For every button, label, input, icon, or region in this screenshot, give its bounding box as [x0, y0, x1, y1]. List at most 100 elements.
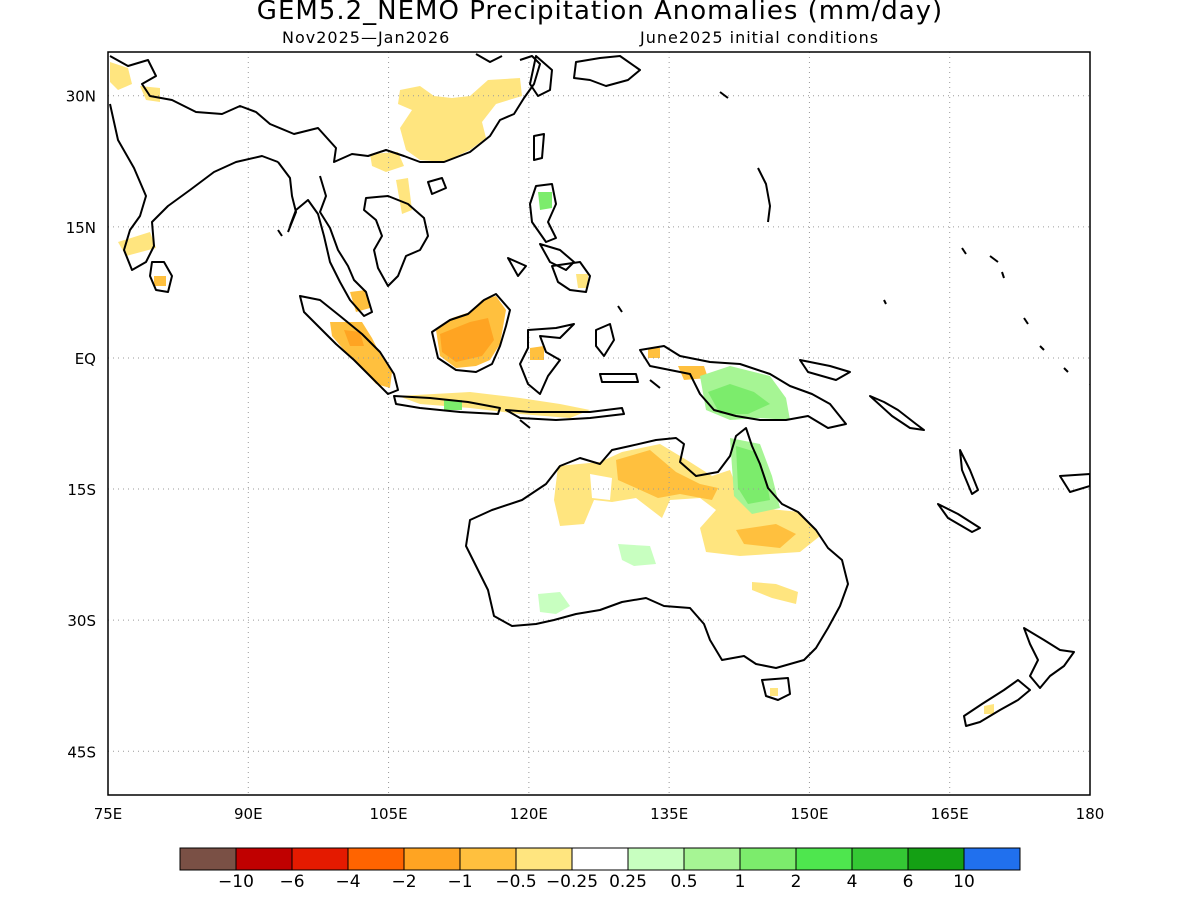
- coastline-pacific-islets: [277, 91, 1090, 429]
- map-gridlines: [108, 52, 1090, 795]
- coastline-lesser-sunda: [505, 407, 625, 421]
- coastline-mindanao: [551, 261, 591, 293]
- coastline-australia: [465, 427, 849, 669]
- colorbar-swatch: [403, 847, 461, 871]
- coastlines: [109, 53, 1090, 727]
- x-tick-label: 75E: [94, 805, 123, 823]
- coastline-luzon: [529, 183, 557, 243]
- y-tick-label: 30S: [67, 612, 96, 630]
- anomaly-patch-queensland-green: [736, 446, 770, 504]
- anomaly-patch-png-green: [708, 384, 770, 414]
- anomaly-patch-kimberley-white: [590, 474, 612, 500]
- colorbar-label: −10: [218, 872, 254, 892]
- precipitation-colorbar: −10 −6 −4 −2 −1 −0.5 −0.25 0.25 0.5 1 2 4 6 10: [179, 847, 1021, 892]
- colorbar-swatch: [683, 847, 741, 871]
- coastline-vanuatu: [959, 449, 979, 495]
- anomaly-patch-sumatra: [330, 322, 392, 388]
- y-tick-label: 15N: [66, 219, 96, 237]
- y-tick-label: 15S: [67, 481, 96, 499]
- coastline-seram: [599, 373, 639, 383]
- coastline-sumatra: [299, 295, 399, 395]
- x-tick-label: 105E: [370, 805, 408, 823]
- anomaly-shading: [110, 62, 994, 714]
- coastline-taiwan: [533, 133, 545, 161]
- anomaly-patch-vietnam-coast: [396, 178, 412, 214]
- colorbar-swatch: [347, 847, 405, 871]
- coastline-tasmania: [761, 677, 791, 701]
- colorbar-label: 0.5: [670, 872, 697, 892]
- y-tick-label: 30N: [66, 88, 96, 106]
- colorbar-label: −1: [447, 872, 472, 892]
- y-tick-label: 45S: [67, 743, 96, 761]
- coastline-halmahera: [595, 323, 615, 357]
- anomaly-patch-nsw: [752, 582, 798, 604]
- colorbar-swatch: [907, 847, 965, 871]
- anomaly-patch-southwest-australia-green: [538, 592, 570, 614]
- anomaly-patch-wgnewguinea-small: [648, 348, 660, 358]
- colorbar-swatch: [627, 847, 685, 871]
- coastline-fiji: [1059, 473, 1090, 493]
- anomaly-patch-south-india: [118, 232, 156, 256]
- x-tick-label: 135E: [650, 805, 688, 823]
- coastline-korea: [529, 55, 553, 97]
- anomaly-patch-central-australia-green: [618, 544, 656, 566]
- coastline-new-guinea: [639, 345, 847, 429]
- coastline-sulawesi: [519, 323, 575, 395]
- x-tick-label: 90E: [234, 805, 263, 823]
- anomaly-patch-mindanao: [576, 274, 588, 288]
- initial-conditions-label: June2025 initial conditions: [640, 28, 880, 47]
- colorbar-swatch: [515, 847, 573, 871]
- x-tick-label: 150E: [790, 805, 828, 823]
- colorbar-label: 4: [847, 872, 858, 892]
- x-tick-label: 180: [1076, 805, 1105, 823]
- x-tick-label: 165E: [931, 805, 969, 823]
- coastline-new-caledonia: [937, 503, 981, 533]
- coastline-new-britain: [799, 359, 851, 381]
- anomaly-patch-himalaya: [140, 86, 160, 102]
- anomaly-patch-new-zealand: [984, 704, 994, 714]
- anomaly-patch-australia-central: [736, 524, 796, 548]
- anomaly-patch-borneo-core: [440, 318, 494, 362]
- x-tick-label: 120E: [510, 805, 548, 823]
- coastline-visayas: [507, 243, 575, 277]
- colorbar-swatch: [459, 847, 517, 871]
- colorbar-swatch: [571, 847, 629, 871]
- y-tick-label: EQ: [75, 350, 96, 368]
- colorbar-label: 6: [903, 872, 914, 892]
- anomaly-patch-vietnam-north: [370, 152, 404, 172]
- coastline-borneo: [431, 293, 511, 373]
- coastline-japan: [573, 55, 641, 87]
- colorbar-label: 1: [735, 872, 746, 892]
- colorbar-swatch: [291, 847, 349, 871]
- anomaly-patch-luzon: [538, 192, 552, 210]
- colorbar-swatch: [795, 847, 853, 871]
- anomaly-patch-sulawesi: [530, 346, 544, 360]
- anomaly-patch-south-china: [398, 78, 522, 162]
- coastline-solomons: [869, 395, 925, 431]
- colorbar-swatch: [739, 847, 797, 871]
- coastline-new-zealand-north: [1023, 627, 1075, 689]
- colorbar-label: 0.25: [609, 872, 647, 892]
- map-title: GEM5.2_NEMO Precipitation Anomalies (mm/…: [256, 0, 944, 26]
- coastline-sri-lanka: [149, 261, 173, 293]
- colorbar-label: −0.25: [546, 872, 598, 892]
- colorbar-swatch: [963, 847, 1021, 871]
- anomaly-patch-java-green: [444, 400, 462, 410]
- coastline-hainan: [427, 177, 447, 195]
- colorbar-label: −0.5: [495, 872, 536, 892]
- colorbar-label: 2: [791, 872, 802, 892]
- colorbar-swatch: [179, 847, 237, 871]
- anomaly-patch-sumatra-core: [344, 330, 364, 346]
- coastline-asia-mainland: [109, 53, 541, 317]
- anomaly-patch-india-west: [110, 62, 132, 90]
- map-frame: [107, 51, 1091, 796]
- anomaly-patch-north-australia-inner: [616, 450, 718, 500]
- forecast-period: Nov2025—Jan2026: [282, 28, 451, 47]
- colorbar-label: −2: [391, 872, 416, 892]
- anomaly-patch-sri-lanka: [154, 276, 166, 286]
- y-axis-tick-labels: 30N 15N EQ 15S 30S 45S: [66, 88, 96, 762]
- coastline-java: [393, 395, 501, 415]
- anomaly-patch-tasmania: [770, 688, 778, 696]
- x-axis-tick-labels: 75E 90E 105E 120E 135E 150E 165E 180: [94, 805, 1105, 823]
